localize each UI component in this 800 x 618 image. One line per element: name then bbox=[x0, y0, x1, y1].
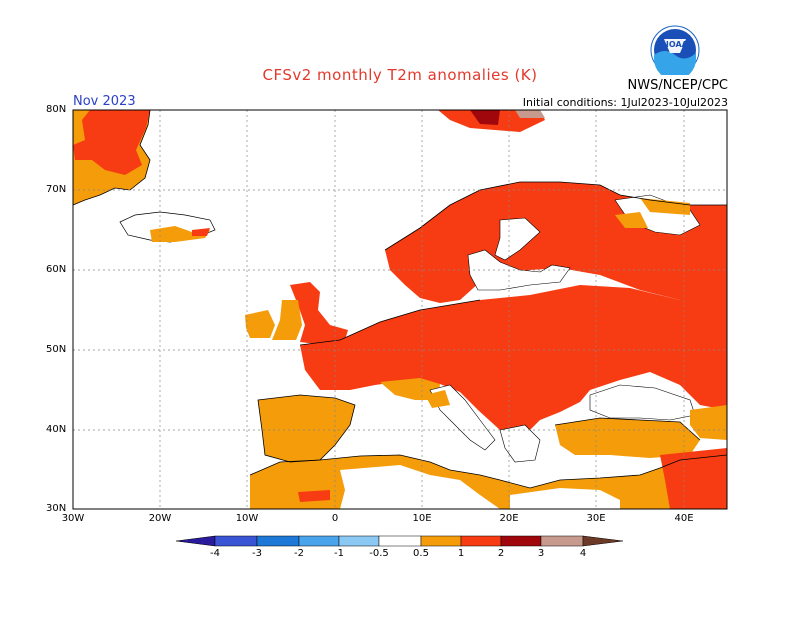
lon-label: 40E bbox=[674, 513, 694, 524]
colorbar-bin bbox=[500, 535, 542, 547]
iberia-land bbox=[258, 395, 355, 462]
lat-label: 40N bbox=[46, 424, 67, 435]
svalbard-very-strong bbox=[470, 110, 500, 125]
noaa-logo-icon: NOAA bbox=[650, 25, 700, 75]
gulf-of-bothnia bbox=[494, 217, 541, 261]
colorbar-label: -4 bbox=[210, 548, 220, 559]
colorbar-bin bbox=[460, 535, 502, 547]
lon-label: 30W bbox=[61, 513, 85, 524]
colorbar-bin bbox=[378, 535, 422, 547]
lon-label: 20W bbox=[148, 513, 172, 524]
lat-label: 30N bbox=[46, 503, 67, 514]
turkey-land bbox=[555, 418, 700, 458]
colorbar-label: -1 bbox=[334, 548, 344, 559]
colorbar-bin bbox=[298, 535, 340, 547]
black-sea bbox=[589, 384, 696, 421]
organization-label: NWS/NCEP/CPC bbox=[627, 78, 728, 93]
colorbar-bin bbox=[338, 535, 380, 547]
lon-label: 30E bbox=[586, 513, 606, 524]
italy-north-orange bbox=[425, 390, 450, 408]
france-orange bbox=[380, 378, 440, 400]
map-frame bbox=[72, 109, 728, 510]
middle-east-red bbox=[660, 448, 727, 509]
ireland-land bbox=[245, 310, 275, 338]
lon-label: 10W bbox=[235, 513, 259, 524]
colorbar-label: -3 bbox=[252, 548, 262, 559]
lat-label: 80N bbox=[46, 104, 67, 115]
colorbar bbox=[175, 535, 624, 547]
lat-label: 70N bbox=[46, 184, 67, 195]
lat-label: 60N bbox=[46, 264, 67, 275]
lat-label: 50N bbox=[46, 344, 67, 355]
iceland-strong bbox=[192, 228, 210, 236]
greece-land bbox=[499, 424, 541, 463]
colorbar-label: -0.5 bbox=[369, 548, 389, 559]
colorbar-bin bbox=[214, 535, 258, 547]
libya-white bbox=[510, 488, 620, 509]
caucasus-orange bbox=[690, 405, 727, 440]
lon-label: 0 bbox=[331, 513, 339, 524]
colorbar-bin bbox=[540, 535, 584, 547]
colorbar-label: 1 bbox=[457, 548, 465, 559]
svalbard-extreme bbox=[515, 110, 545, 118]
initial-conditions-label: Initial conditions: 1Jul2023-10Jul2023 bbox=[522, 96, 728, 109]
logo-text: NOAA bbox=[662, 40, 688, 49]
coastlines bbox=[72, 109, 728, 489]
colorbar-bin bbox=[256, 535, 300, 547]
colorbar-label: 0.5 bbox=[413, 548, 429, 559]
europe-mainland bbox=[300, 285, 727, 440]
kola-orange bbox=[640, 198, 690, 215]
colorbar-label: -2 bbox=[294, 548, 304, 559]
colorbar-bin bbox=[420, 535, 462, 547]
graticule bbox=[73, 110, 727, 509]
chart-title: CFSv2 monthly T2m anomalies (K) bbox=[262, 66, 538, 84]
colorbar-low-arrow bbox=[175, 535, 216, 547]
colorbar-label: 4 bbox=[579, 548, 587, 559]
uk-orange bbox=[272, 300, 302, 340]
white-sea-orange bbox=[615, 212, 648, 228]
forecast-month-label: Nov 2023 bbox=[73, 94, 136, 109]
colorbar-high-arrow bbox=[582, 535, 624, 547]
sahara-white bbox=[340, 465, 500, 509]
lon-label: 20E bbox=[499, 513, 519, 524]
morocco-red bbox=[298, 490, 330, 502]
lon-label: 10E bbox=[412, 513, 432, 524]
uk-land bbox=[290, 282, 348, 345]
iceland-anomaly bbox=[150, 226, 210, 242]
greenland-strong-anomaly bbox=[73, 110, 150, 175]
colorbar-label: 2 bbox=[497, 548, 505, 559]
colorbar-label: 3 bbox=[537, 548, 545, 559]
